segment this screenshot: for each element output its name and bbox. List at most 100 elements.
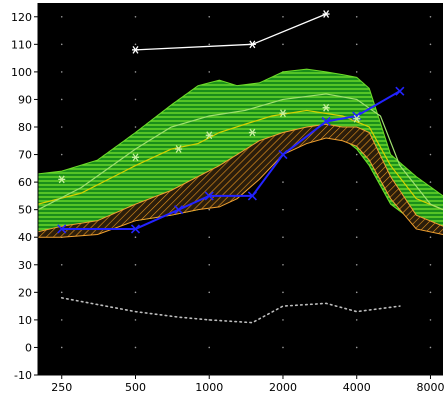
grid-dot: [282, 181, 284, 183]
grid-dot: [282, 346, 284, 349]
grid-dot: [355, 236, 358, 239]
asterisk-stroke: [323, 10, 330, 18]
asterisk-stroke: [132, 45, 139, 54]
grid-dot: [134, 71, 137, 73]
x-marker: [130, 224, 141, 234]
x-marker: [321, 116, 331, 127]
grid-dot: [282, 263, 284, 266]
x-marker: [395, 86, 405, 96]
grid-dot: [355, 263, 358, 266]
yellow-curve: [38, 109, 443, 211]
grid-dot: [429, 346, 432, 349]
asterisk-marker: [322, 103, 330, 112]
y-tick-label: 50: [18, 204, 32, 217]
grid-dot: [355, 153, 358, 156]
y-tick-label: 100: [11, 66, 32, 79]
x-marker-stroke: [204, 191, 214, 201]
x-tick-label: 1000: [195, 381, 223, 394]
grid-dot: [208, 236, 211, 239]
grid-dot: [208, 71, 211, 73]
asterisk-marker: [58, 175, 66, 184]
grid-dot: [429, 263, 432, 266]
x-marker-stroke: [130, 224, 141, 234]
asterisk-stroke: [353, 114, 360, 123]
grid-dot: [60, 15, 63, 18]
x-tick-label: 2000: [269, 381, 297, 394]
grid-dot: [429, 319, 432, 321]
orange-range-band: [38, 124, 443, 238]
grid-dot: [134, 319, 137, 321]
grid-dot: [429, 236, 432, 239]
grid-dot: [355, 43, 358, 46]
grid-dot: [429, 15, 432, 18]
x-marker-stroke: [247, 191, 257, 201]
asterisk-stroke: [175, 145, 182, 153]
grid-dot: [429, 126, 432, 128]
asterisk-marker: [248, 40, 256, 49]
y-tick-label: 80: [18, 121, 32, 134]
asterisk-stroke: [249, 40, 256, 49]
grid-dot: [429, 43, 432, 46]
asterisk-stroke: [249, 128, 256, 137]
grid-dot: [355, 15, 358, 18]
grid-dot: [60, 291, 63, 294]
y-tick-label: 10: [18, 314, 32, 327]
orange-band-lower-edge: [38, 137, 443, 238]
x-tick-label: 500: [125, 381, 146, 394]
asterisk-stroke: [206, 131, 213, 140]
grid-dot: [60, 346, 63, 349]
grid-dot: [134, 98, 137, 101]
x-marker: [174, 205, 184, 215]
grid-dot: [60, 71, 63, 73]
asterisk-stroke: [58, 175, 65, 184]
x-tick-label: 250: [51, 381, 72, 394]
asterisk-stroke: [279, 109, 286, 118]
grid-dot: [60, 319, 63, 321]
x-tick-label: 8000: [416, 381, 444, 394]
y-tick-label: 20: [18, 286, 32, 299]
grid-dot: [208, 263, 211, 266]
asterisk-marker: [205, 131, 213, 140]
grid-dot: [134, 15, 137, 18]
grid-dot: [60, 263, 63, 266]
asterisk-stroke: [132, 153, 139, 162]
asterisk-stroke: [323, 103, 330, 112]
grid-dot: [134, 43, 137, 46]
grid-dot: [60, 153, 63, 156]
x-marker-stroke: [278, 149, 288, 160]
grid-dot: [134, 126, 137, 128]
grid-dot: [355, 208, 358, 211]
grid-dot: [282, 291, 284, 294]
x-marker: [57, 224, 67, 234]
asterisk-marker: [353, 114, 361, 123]
asterisk-marker: [279, 109, 287, 118]
y-tick-label: 90: [18, 93, 32, 106]
x-marker-stroke: [395, 86, 405, 96]
grid-dot: [282, 15, 284, 18]
grid-dot: [134, 236, 137, 239]
y-tick-label: 60: [18, 176, 32, 189]
grid-dot: [355, 71, 358, 73]
asterisk-marker: [322, 10, 330, 18]
grid-dot: [429, 181, 432, 183]
grid-dot: [355, 319, 358, 321]
light-green-curve: [38, 93, 443, 211]
x-marker-stroke: [174, 205, 184, 215]
asterisk-marker: [131, 153, 139, 162]
grid-dot: [208, 346, 211, 349]
green-band-upper-edge: [38, 68, 443, 197]
grid-dot: [429, 291, 432, 294]
grid-dot: [355, 291, 358, 294]
y-tick-label: 30: [18, 259, 32, 272]
grid-dot: [208, 208, 211, 211]
y-tick-label: 70: [18, 149, 32, 162]
grid-dot: [429, 153, 432, 156]
x-marker: [247, 191, 257, 201]
grid-dot: [60, 126, 63, 128]
grid-dot: [60, 43, 63, 46]
grid-dot: [355, 181, 358, 183]
y-tick-label: 40: [18, 231, 32, 244]
x-marker: [204, 191, 214, 201]
x-marker-stroke: [57, 224, 67, 234]
